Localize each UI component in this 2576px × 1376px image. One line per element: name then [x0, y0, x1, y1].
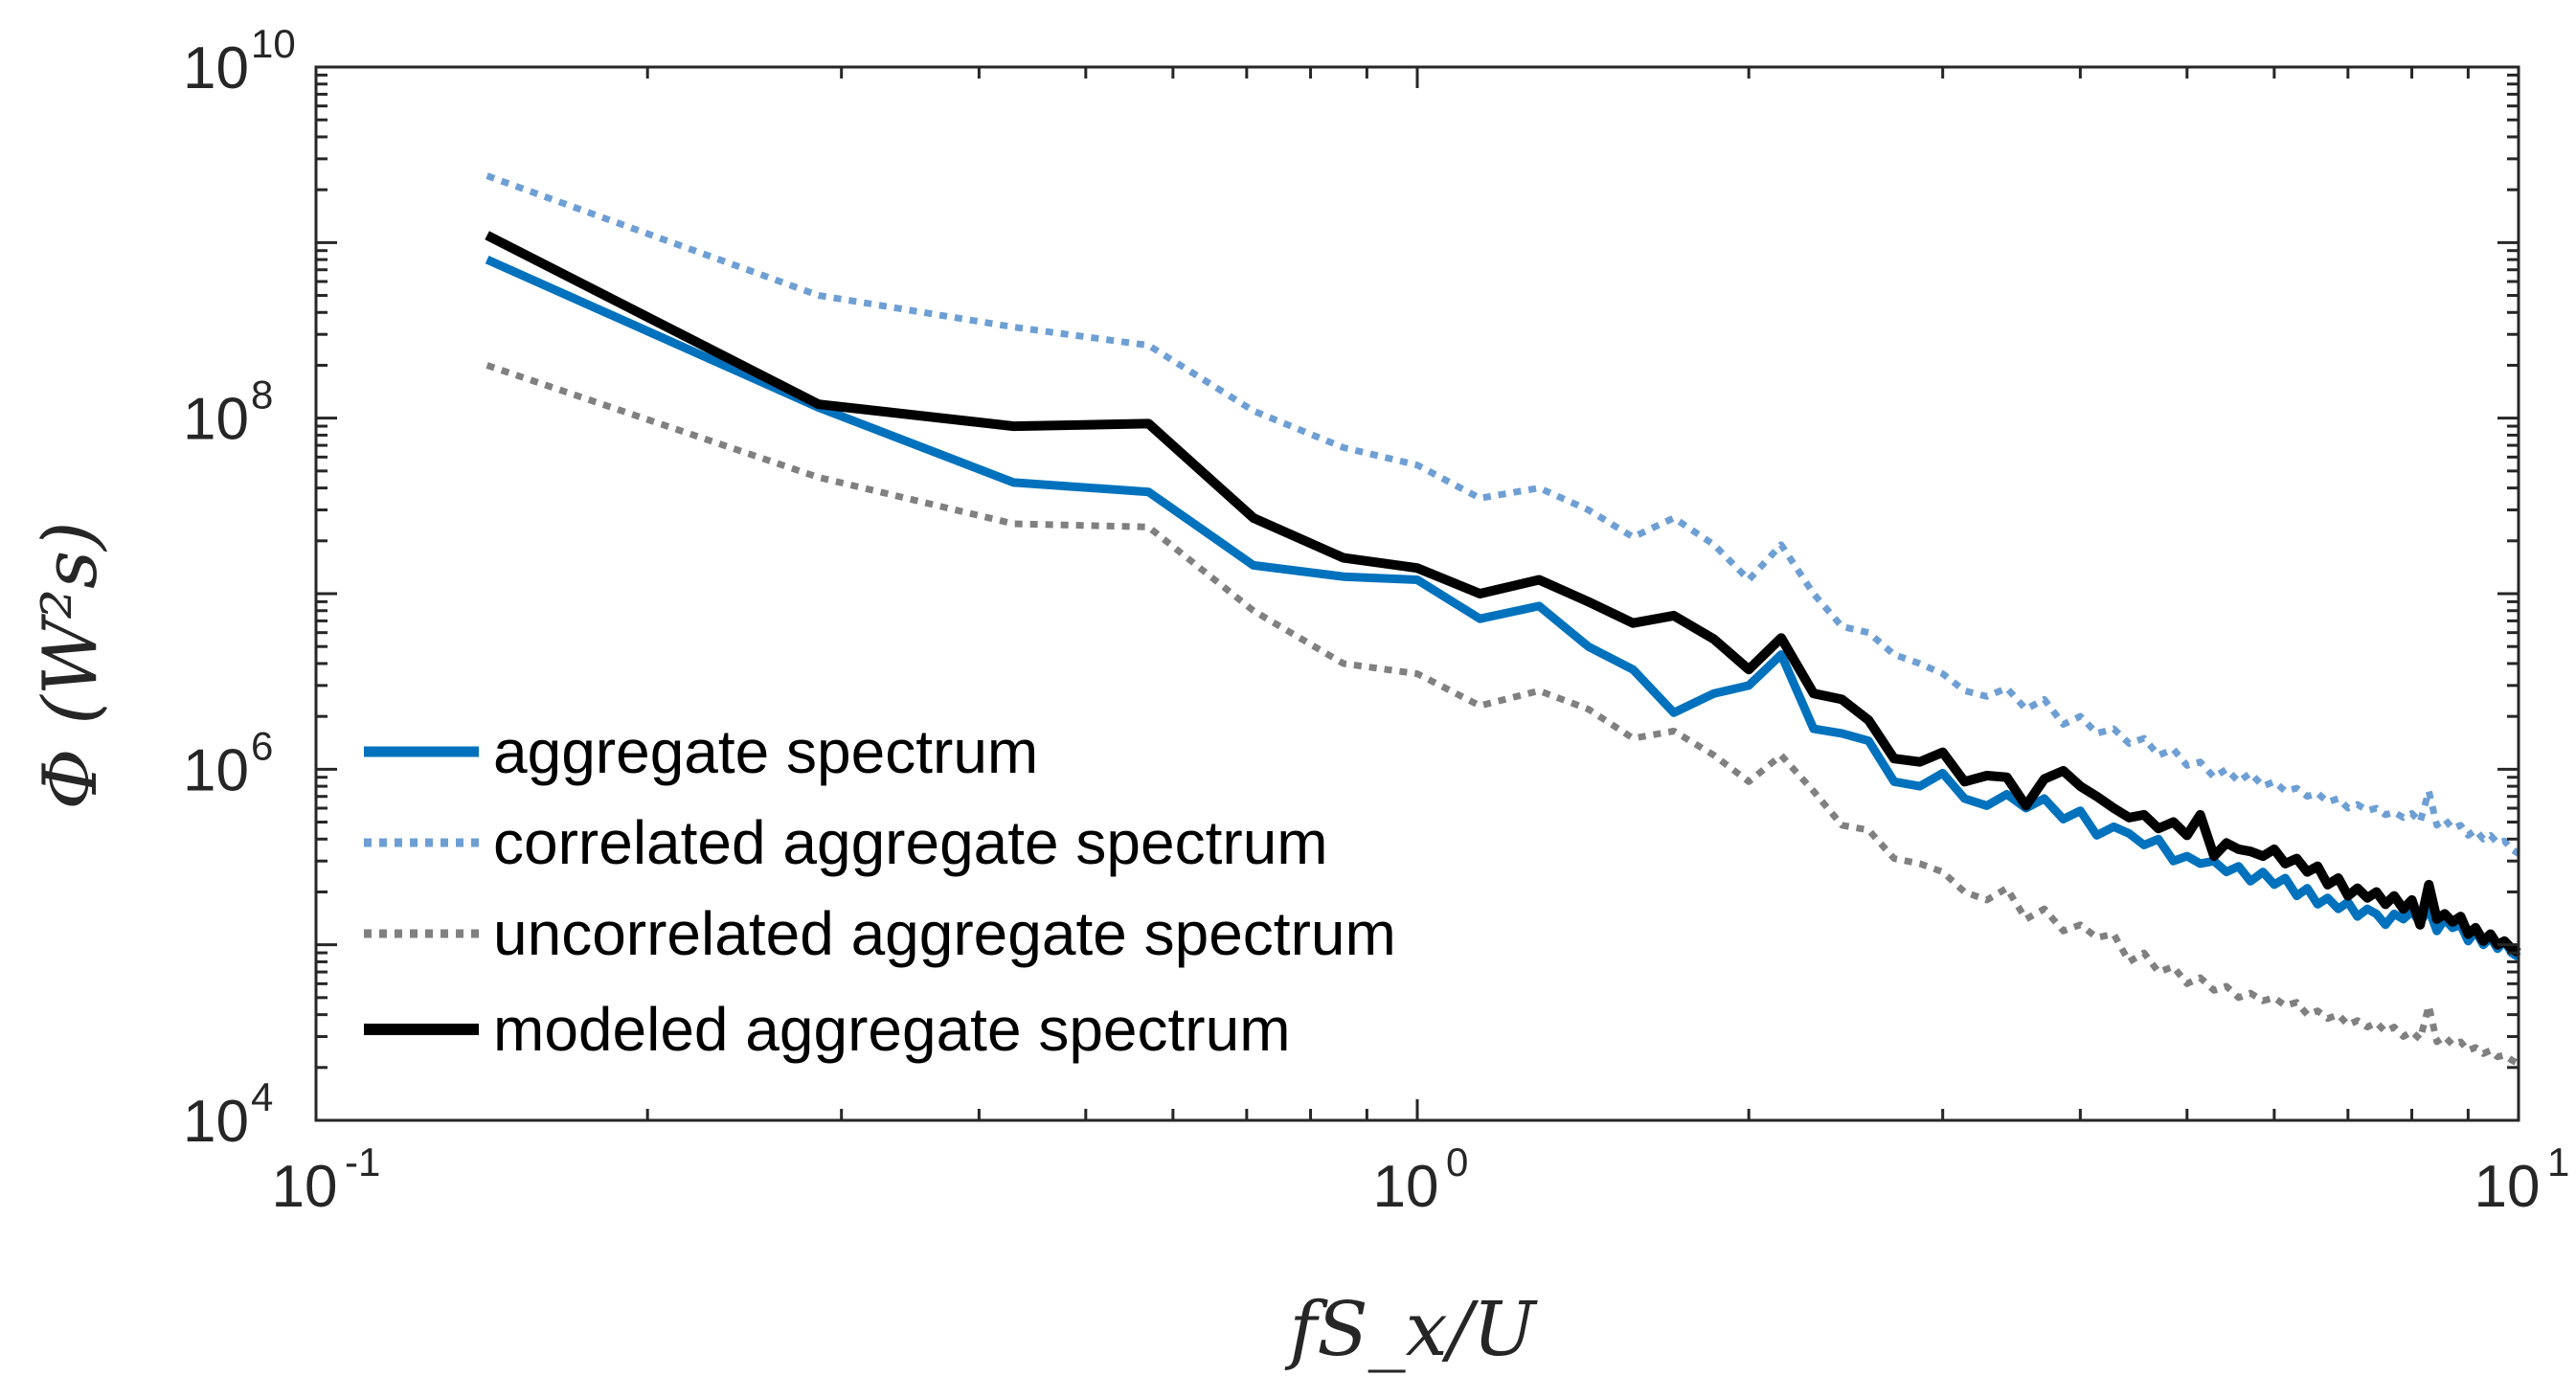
- y-tick-label: 10: [183, 1089, 249, 1155]
- y-tick-exponent: 4: [251, 1074, 273, 1119]
- x-tick-exponent: 1: [2547, 1139, 2569, 1184]
- x-tick-exponent: 0: [1446, 1139, 1468, 1184]
- legend: aggregate spectrum correlated aggregate s…: [364, 717, 1396, 1064]
- y-tick-exponent: 6: [251, 723, 273, 768]
- series-group: [485, 172, 2521, 1067]
- x-tick-label: 10: [2474, 1154, 2541, 1220]
- legend-entry-label: aggregate spectrum: [493, 717, 1038, 786]
- y-tick-exponent: 10: [251, 21, 296, 66]
- y-tick-label: 10: [183, 35, 249, 102]
- x-tick-exponent: -1: [345, 1139, 380, 1184]
- y-tick-label: 10: [183, 387, 249, 453]
- legend-entry-label: uncorrelated aggregate spectrum: [493, 899, 1396, 968]
- series-line-3: [485, 231, 2521, 958]
- series-line-1: [486, 172, 2520, 857]
- x-tick-label: 10: [1373, 1154, 1439, 1220]
- legend-entry-label: modeled aggregate spectrum: [493, 995, 1291, 1064]
- y-tick-exponent: 8: [251, 372, 273, 417]
- y-tick-label: 10: [183, 737, 249, 803]
- axes-group: 10 -1 10 0 10 110 410 610 810 10: [183, 21, 2569, 1220]
- x-tick-label: 10: [272, 1154, 338, 1220]
- legend-entry-label: correlated aggregate spectrum: [493, 808, 1328, 877]
- x-axis-label: fS_x/U: [1284, 1287, 1538, 1373]
- y-axis-label: Φ (W²s): [28, 521, 114, 809]
